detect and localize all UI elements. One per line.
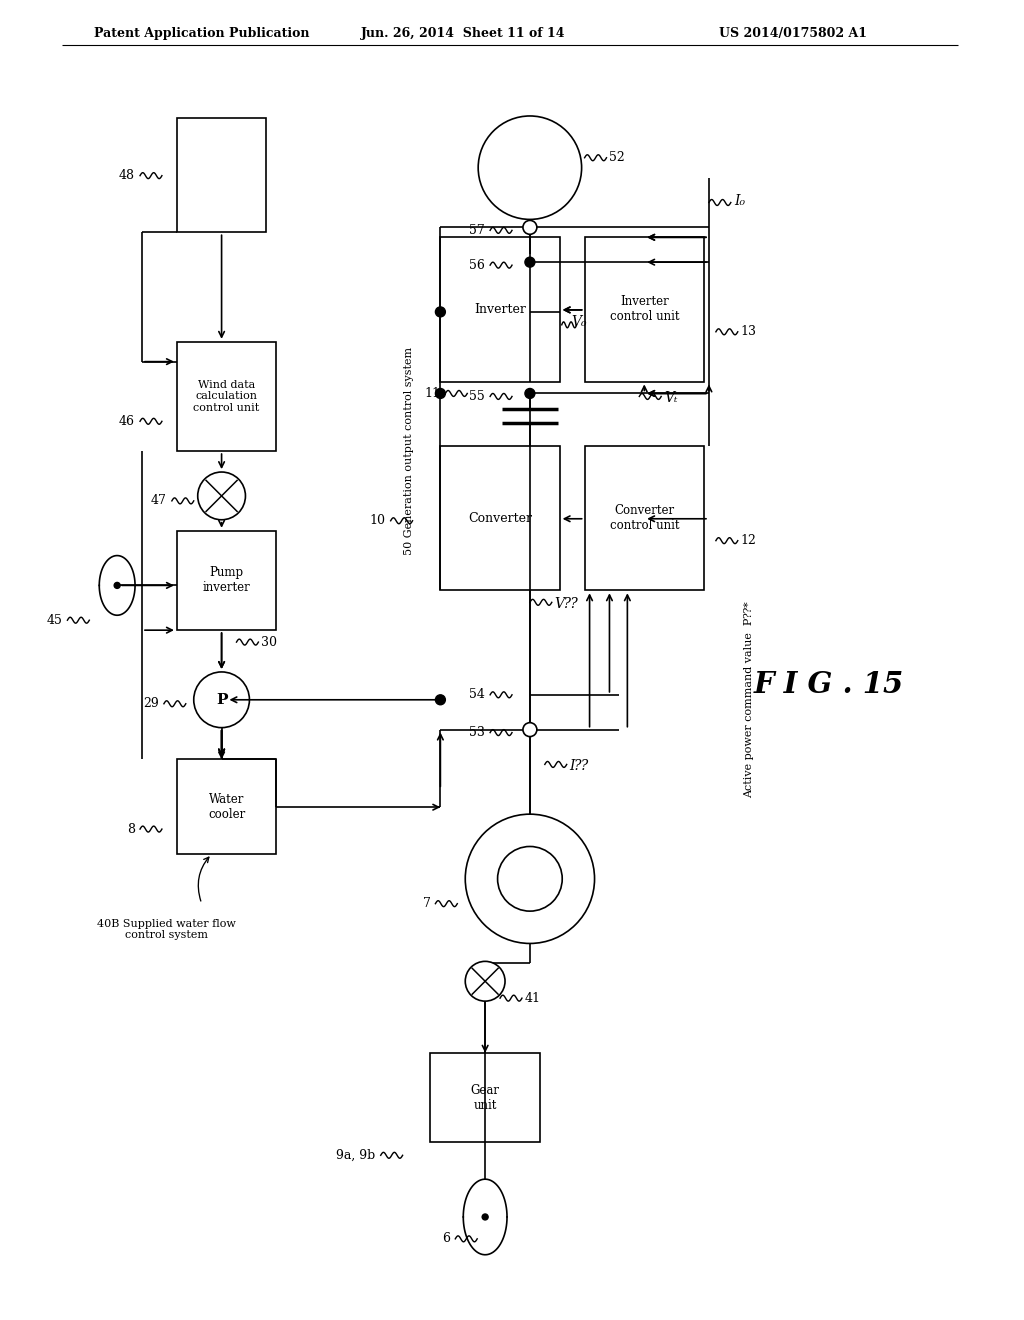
Text: Vₜ: Vₜ [665,392,678,405]
Text: 41: 41 [525,991,541,1005]
Text: 54: 54 [469,688,485,701]
Text: 8: 8 [127,822,135,836]
Circle shape [525,257,535,267]
Circle shape [498,846,562,911]
Text: 52: 52 [609,152,626,164]
Text: 53: 53 [469,726,485,739]
Bar [177,759,276,854]
Circle shape [435,308,445,317]
Circle shape [523,220,537,235]
Circle shape [114,582,120,589]
Circle shape [198,473,246,520]
Text: 47: 47 [151,495,167,507]
Circle shape [194,672,250,727]
Bar [440,238,560,381]
Bar [177,117,266,232]
Text: Water
cooler: Water cooler [208,793,245,821]
Circle shape [523,722,537,737]
Text: V₀: V₀ [571,315,588,329]
Circle shape [465,961,505,1001]
Text: 40B Supplied water flow
control system: 40B Supplied water flow control system [97,919,237,940]
Text: 30: 30 [261,636,278,648]
Text: Converter
control unit: Converter control unit [609,504,679,532]
Bar [177,531,276,630]
Text: 13: 13 [740,325,757,338]
Bar [585,446,703,590]
Text: US 2014/0175802 A1: US 2014/0175802 A1 [719,26,867,40]
Text: Wind data
calculation
control unit: Wind data calculation control unit [194,380,260,413]
Text: 6: 6 [442,1233,451,1245]
Text: V⁇: V⁇ [555,598,579,611]
Text: Inverter
control unit: Inverter control unit [609,296,679,323]
Text: Converter: Converter [468,512,532,525]
Text: 29: 29 [143,697,159,710]
Text: Active power command value  P⁇*: Active power command value P⁇* [743,602,754,799]
Text: 9a, 9b: 9a, 9b [337,1148,376,1162]
Text: 12: 12 [740,535,757,548]
Circle shape [478,116,582,219]
Text: 45: 45 [46,614,62,627]
Text: 56: 56 [469,259,485,272]
Text: F I G . 15: F I G . 15 [754,671,904,700]
Circle shape [435,388,445,399]
Text: Jun. 26, 2014  Sheet 11 of 14: Jun. 26, 2014 Sheet 11 of 14 [360,26,565,40]
Text: I₀: I₀ [734,194,744,207]
Bar [585,238,703,381]
Text: 7: 7 [423,898,430,911]
Text: Patent Application Publication: Patent Application Publication [94,26,310,40]
Bar [177,342,276,451]
Circle shape [482,1214,488,1220]
Text: 50 Generation output control system: 50 Generation output control system [403,347,414,556]
Text: P: P [216,693,227,706]
Text: 10: 10 [370,515,386,527]
Bar [430,1053,540,1142]
Text: 55: 55 [469,389,485,403]
Text: Inverter: Inverter [474,302,526,315]
Text: 48: 48 [119,169,135,182]
Circle shape [435,694,445,705]
Bar [440,446,560,590]
Text: 11: 11 [424,387,440,400]
Text: I⁇: I⁇ [569,759,589,774]
Text: 46: 46 [119,414,135,428]
Circle shape [465,814,595,944]
Text: Gear
unit: Gear unit [471,1084,500,1111]
Text: 57: 57 [469,224,485,236]
Circle shape [525,388,535,399]
Text: Pump
inverter: Pump inverter [203,566,251,594]
